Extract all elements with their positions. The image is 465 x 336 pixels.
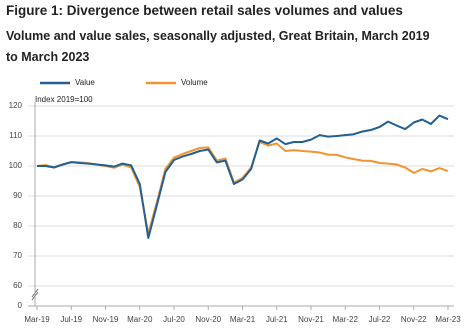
x-tick-label: Mar-23 [435, 315, 461, 324]
x-tick-label: Mar-19 [24, 315, 50, 324]
legend-label: Value [75, 78, 95, 87]
subtitle-box: Volume and value sales, seasonally adjus… [6, 29, 430, 64]
y-tick-label: 80 [13, 221, 22, 230]
x-tick-label: Nov-20 [195, 315, 221, 324]
y-tick-label: 0 [18, 301, 23, 310]
y-tick-label: 120 [9, 101, 23, 110]
annotation: Index 2019=100 [35, 95, 93, 104]
y-tick-label: 60 [13, 281, 22, 290]
x-tick-label: Mar-22 [333, 315, 359, 324]
x-tick-label: Nov-19 [93, 315, 119, 324]
y-tick-label: 90 [13, 191, 22, 200]
x-tick-label: Mar-20 [127, 315, 153, 324]
x-tick-label: Jul-22 [369, 315, 391, 324]
x-tick-label: Jul-19 [60, 315, 82, 324]
y-tick-label: 70 [13, 251, 22, 260]
chart-title: Figure 1: Divergence between retail sale… [6, 3, 403, 18]
legend-label: Volume [181, 78, 208, 87]
legend: Value Volume [40, 78, 208, 87]
chart-subtitle: Volume and value sales, seasonally adjus… [6, 29, 430, 64]
x-tick-label: Nov-21 [298, 315, 324, 324]
x-tick-label: Nov-22 [401, 315, 427, 324]
y-tick-label: 110 [9, 131, 22, 140]
x-tick-label: Jul-21 [266, 315, 288, 324]
y-tick-label: 100 [9, 161, 23, 170]
line-series [37, 114, 449, 239]
x-tick-label: Jul-20 [163, 315, 185, 324]
x-tick-label: Mar-21 [230, 315, 256, 324]
line-series [36, 141, 449, 235]
